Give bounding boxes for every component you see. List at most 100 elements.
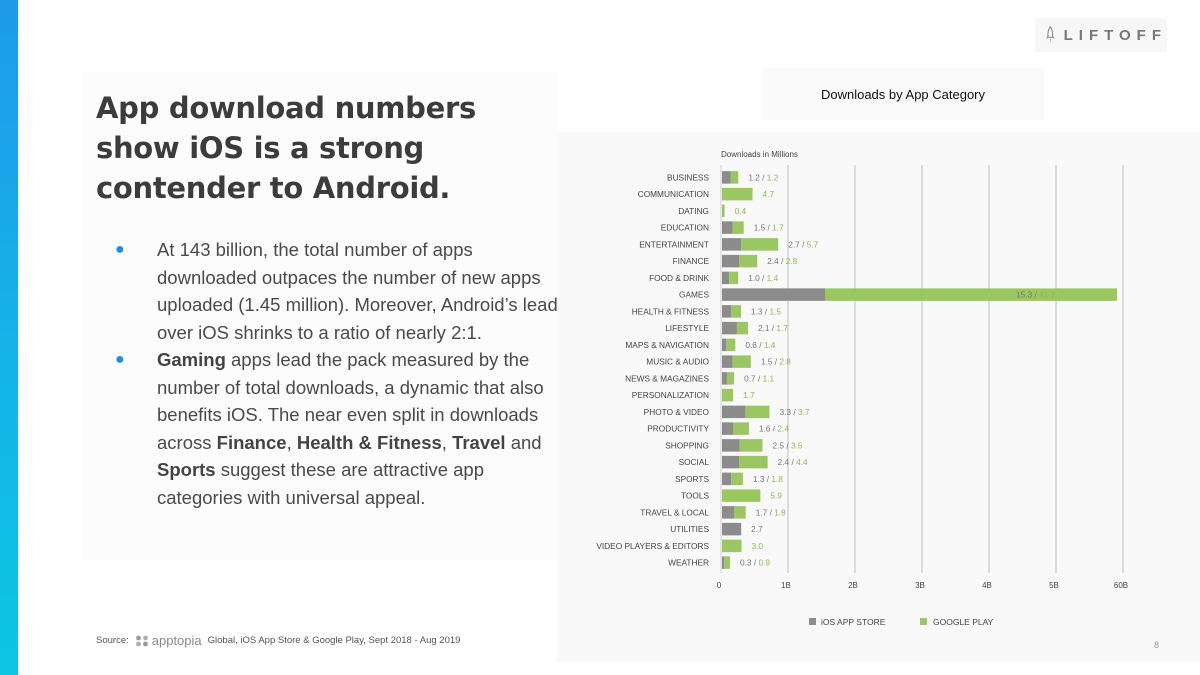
bar-ios	[722, 305, 732, 318]
ios-value-label: 2.5	[773, 440, 785, 450]
bullet-item: ● Gaming apps lead the pack measured by t…	[115, 346, 565, 511]
label-separator: /	[763, 306, 770, 316]
label-separator: /	[770, 323, 777, 333]
bar-google-play	[745, 405, 770, 419]
data-label: 0.7 / 1.1	[744, 373, 774, 383]
chart-panel	[557, 132, 1200, 662]
x-tick-label: 5B	[1049, 581, 1059, 590]
bar-google-play	[734, 506, 746, 519]
bar-google-play	[722, 204, 725, 218]
data-label: 0.6 / 1.4	[745, 340, 775, 350]
bar-google-play	[729, 271, 739, 285]
bullet-bold-text: Finance	[216, 431, 287, 453]
legend-swatch-ios	[809, 618, 816, 625]
category-label: COMMUNICATION	[638, 189, 709, 199]
bar-ios	[722, 472, 732, 486]
data-label: 5.9	[770, 491, 782, 501]
bar-google-play	[726, 338, 736, 352]
legend-label-google-play: GOOGLE PLAY	[933, 617, 994, 627]
google-value-label: 3.0	[752, 541, 764, 551]
ios-value-label: 1.7	[756, 507, 768, 517]
data-label: 0.3 / 0.9	[740, 558, 770, 568]
bar-ios	[722, 254, 740, 268]
source-text: Global, iOS App Store & Google Play, Sep…	[207, 635, 461, 646]
bullet-text: ,	[441, 431, 453, 453]
label-separator: /	[800, 239, 807, 249]
label-separator: /	[764, 474, 771, 484]
bar-google-play	[730, 171, 739, 184]
ios-value-label: 1.3	[751, 306, 763, 316]
ios-value-label: 0.6	[745, 340, 757, 350]
ios-value-label: 2.4	[767, 256, 779, 266]
ios-value-label: 2.4	[778, 457, 790, 467]
category-label: LIFESTYLE	[665, 323, 709, 333]
google-value-label: 3.5	[791, 440, 803, 450]
bar-google-play	[733, 422, 749, 435]
data-label: 4.7	[763, 189, 775, 199]
ios-value-label: 0.3	[740, 558, 752, 568]
liftoff-logo: LIFTOFF	[1035, 18, 1167, 52]
category-label: WEATHER	[668, 558, 709, 568]
bullet-bold-text: Sports	[157, 459, 216, 480]
category-label: FOOD & DRINK	[649, 273, 709, 283]
source-line: Source: apptopia Global, iOS App Store &…	[96, 633, 460, 648]
data-label: 2.5 / 3.5	[773, 440, 803, 450]
label-separator: /	[757, 340, 764, 350]
bar-google-play	[722, 187, 753, 201]
data-label: 1.3 / 1.5	[751, 306, 781, 316]
category-label: DATING	[678, 206, 709, 216]
rocket-icon	[1046, 25, 1055, 43]
data-label: 1.2 / 1.2	[748, 172, 778, 182]
ios-value-label: 1.0	[748, 273, 760, 283]
page-number: 8	[1154, 640, 1160, 650]
data-label: 1.7 / 1.8	[756, 507, 786, 517]
bullet-text: apps lead the pack measured by the numbe…	[157, 349, 544, 453]
bar-ios	[722, 221, 733, 234]
apptopia-brand: apptopia	[151, 633, 202, 648]
bar-ios	[722, 522, 742, 536]
label-separator: /	[756, 373, 763, 383]
label-separator: /	[791, 407, 798, 417]
bar-google-play	[722, 388, 734, 402]
x-tick-label: 2B	[848, 581, 858, 590]
category-label: ENTERTAINMENT	[639, 239, 709, 249]
bar-ios	[722, 506, 735, 519]
label-separator: /	[779, 256, 786, 266]
legend-swatch-google-play	[920, 618, 927, 625]
chart-title: Downloads by App Category	[820, 86, 986, 102]
category-label: PERSONALIZATION	[632, 390, 709, 400]
bar-ios	[722, 321, 737, 335]
bar-ios	[722, 372, 727, 385]
data-label: 0.4	[735, 206, 747, 216]
bar-ios	[722, 338, 727, 352]
label-separator: /	[760, 273, 767, 283]
bullet-bold-text: Health & Fitness	[296, 431, 442, 453]
data-label: 15.3 / 41.2	[1016, 290, 1056, 300]
chart-title-box: Downloads by App Category	[762, 68, 1044, 120]
google-value-label: 1.8	[771, 474, 783, 484]
bullet-dot-icon: ●	[115, 351, 125, 368]
google-value-label: 5.9	[770, 491, 782, 501]
bar-google-play	[741, 238, 779, 251]
bar-ios	[722, 439, 740, 452]
category-label: PHOTO & VIDEO	[644, 407, 710, 417]
bullet-bold-text: Gaming	[157, 349, 226, 370]
label-separator: /	[772, 357, 779, 367]
data-label: 1.5 / 2.8	[761, 357, 791, 367]
slide-title: App download numbers show iOS is a stron…	[96, 91, 476, 205]
ios-value-label: 1.5	[761, 357, 773, 367]
google-value-label: 1.4	[764, 340, 776, 350]
category-label: NEWS & MAGAZINES	[625, 373, 709, 383]
category-label: MAPS & NAVIGATION	[625, 340, 709, 350]
category-label: BUSINESS	[667, 172, 709, 182]
google-value-label: 2.8	[779, 357, 791, 367]
ios-value-label: 1.6	[759, 424, 771, 434]
google-value-label: 1.1	[763, 373, 775, 383]
google-value-label: 41.2	[1039, 290, 1056, 300]
data-label: 2.7 / 5.7	[788, 239, 818, 249]
bar-google-play	[726, 372, 735, 385]
bar-google-play	[732, 355, 751, 368]
category-label: UTILITIES	[670, 524, 709, 534]
category-label: VIDEO PLAYERS & EDITORS	[596, 541, 709, 551]
google-value-label: 1.4	[767, 273, 779, 283]
